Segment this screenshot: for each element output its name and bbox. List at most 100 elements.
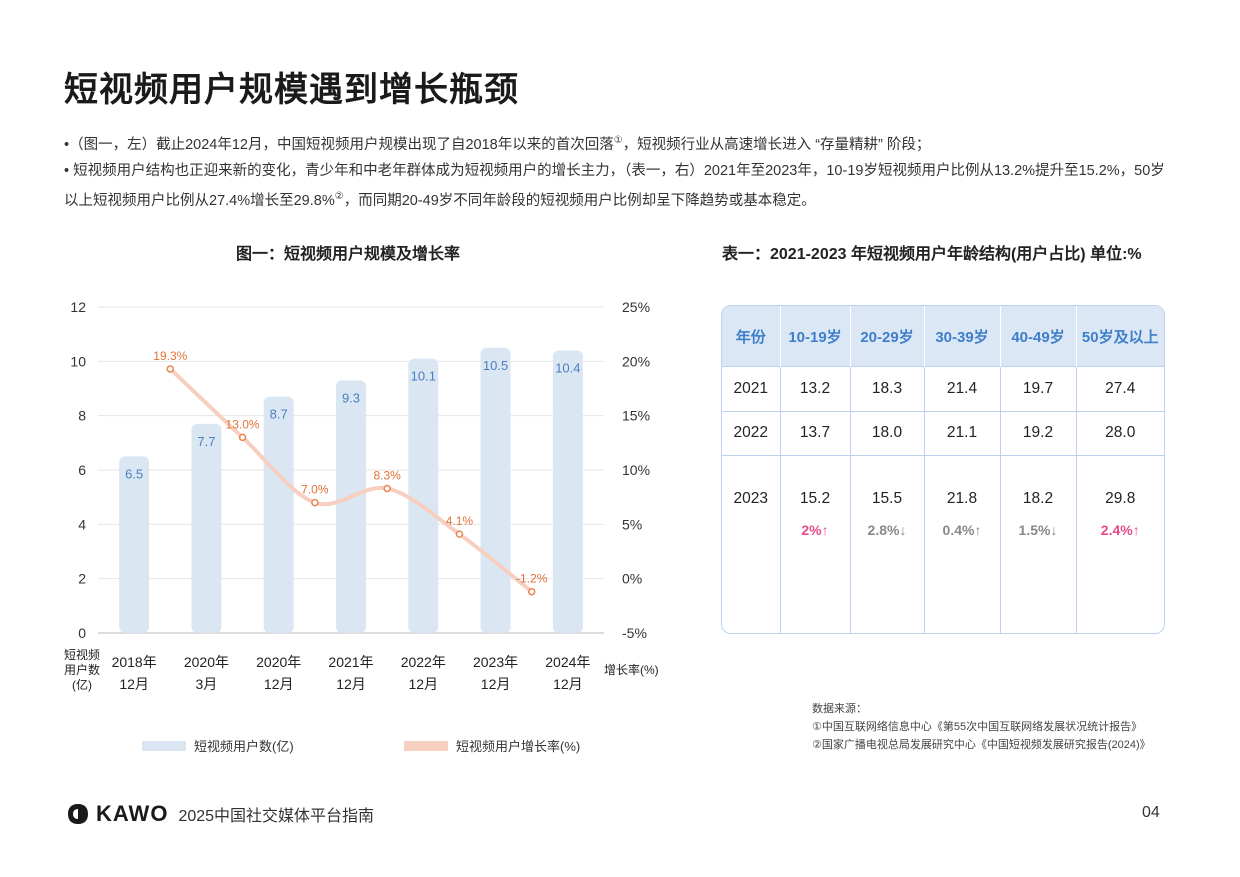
bar — [119, 456, 150, 633]
growth-value-label: 13.0% — [226, 417, 260, 431]
table-cell: 21.4 — [924, 366, 1001, 412]
change-value: 2% — [801, 522, 822, 539]
header-50-plus: 50岁及以上 — [1076, 306, 1164, 367]
table-cell: 18.0 — [850, 410, 925, 456]
x-tick-label: 12月 — [119, 676, 149, 692]
bar — [408, 358, 439, 633]
table-cell: 15.5 2.8%↓ — [850, 455, 925, 633]
x-tick-label: 2024年 — [545, 654, 590, 670]
cell-value: 15.5 — [871, 490, 903, 508]
table-cell: 21.8 0.4%↑ — [924, 455, 1001, 633]
x-tick-label: 2020年 — [256, 654, 301, 670]
bar — [336, 380, 366, 633]
growth-point — [527, 587, 536, 596]
source-1: ①中国互联网络信息中心《第55次中国互联网络发展状况统计报告》 — [812, 721, 1143, 733]
x-tick-label: 12月 — [408, 676, 438, 692]
table-cell: 29.8 2.4%↑ — [1076, 455, 1164, 633]
x-tick-label: 12月 — [481, 676, 511, 692]
growth-value-label: 8.3% — [373, 468, 401, 482]
change-50-plus: 2.4%↑ — [1078, 522, 1164, 538]
header-20-29: 20-29岁 — [850, 306, 925, 367]
bar-value-label: 8.7 — [270, 407, 288, 422]
y-tick-label: 8 — [78, 408, 86, 424]
y-axis-label: (亿) — [72, 677, 92, 692]
brand-name: KAWO — [96, 801, 169, 826]
kawo-logo-icon — [68, 804, 88, 824]
y-tick-label: 10 — [70, 353, 86, 369]
change-value: 0.4% — [942, 522, 975, 539]
bullet-2-text: • 短视频用户结构也正迎来新的变化，青少年和中老年群体成为短视频用户的增长主力，… — [64, 162, 1165, 209]
x-tick-label: 2020年 — [184, 654, 229, 670]
bar — [552, 350, 583, 633]
y-tick-label: 6 — [78, 462, 86, 478]
change-value: 2.8% — [867, 522, 900, 539]
bullet-1-footnote: ① — [613, 135, 623, 146]
intro-bullets: •（图一，左）截止2024年12月，中国短视频用户规模出现了自2018年以来的首… — [64, 128, 1174, 214]
y-tick-label: 2 — [78, 571, 86, 587]
x-tick-label: 2021年 — [328, 654, 373, 670]
y2-tick-label: -5% — [622, 625, 647, 641]
y-tick-label: 12 — [70, 299, 86, 315]
bar — [263, 396, 294, 633]
table-cell: 18.2 1.5%↓ — [1000, 455, 1077, 633]
y-axis-label: 短视频 — [64, 647, 100, 662]
data-sources: 数据来源： ①中国互联网络信息中心《第55次中国互联网络发展状况统计报告》 ②国… — [812, 700, 1151, 754]
x-tick-label: 2022年 — [401, 654, 446, 670]
table-title: 表一：2021-2023 年短视频用户年龄结构(用户占比) 单位:% — [722, 246, 1142, 263]
arrow-up-icon: ↑ — [821, 522, 829, 539]
footer-brand: KAWO 2025中国社交媒体平台指南 — [66, 801, 374, 827]
bullet-1-text: •（图一，左）截止2024年12月，中国短视频用户规模出现了自2018年以来的首… — [64, 136, 614, 153]
header-30-39: 30-39岁 — [924, 306, 1001, 367]
growth-point — [455, 530, 464, 538]
table-cell: 2022 — [722, 410, 781, 456]
table-cell: 18.3 — [850, 366, 925, 412]
bullet-2-footnote: ② — [334, 190, 344, 202]
x-tick-label: 2018年 — [112, 654, 157, 670]
header-year: 年份 — [722, 306, 781, 367]
x-tick-label: 12月 — [553, 676, 583, 692]
growth-point — [311, 498, 319, 507]
bar — [480, 347, 511, 633]
bar-value-label: 10.5 — [483, 358, 508, 373]
chart-title: 图一：短视频用户规模及增长率 — [236, 246, 461, 263]
change-10-19: 2%↑ — [782, 522, 849, 538]
change-20-29: 2.8%↓ — [852, 522, 923, 538]
change-40-49: 1.5%↓ — [1002, 522, 1075, 538]
table-cell: 15.2 2%↑ — [780, 455, 851, 633]
header-10-19: 10-19岁 — [780, 306, 851, 367]
growth-value-label: 19.3% — [153, 349, 187, 363]
growth-rate-line — [168, 366, 534, 594]
table-row: 2023 15.2 2%↑ 15.5 2.8%↓ 21.8 0.4%↑ 18.2 1.5… — [722, 455, 1164, 633]
arrow-up-icon: ↑ — [1132, 522, 1140, 539]
y-tick-label: 4 — [78, 516, 86, 532]
guide-title: 2025中国社交媒体平台指南 — [178, 808, 375, 825]
table-cell: 19.2 — [1000, 410, 1077, 456]
x-tick-label: 2023年 — [473, 654, 518, 670]
arrow-up-icon: ↑ — [974, 522, 982, 539]
growth-value-label: 4.1% — [446, 514, 474, 528]
growth-point — [166, 365, 175, 373]
x-tick-label: 12月 — [336, 676, 366, 692]
x-tick-label: 3月 — [196, 676, 218, 692]
bullet-2: • 短视频用户结构也正迎来新的变化，青少年和中老年群体成为短视频用户的增长主力，… — [64, 158, 1174, 214]
header-40-49: 40-49岁 — [1000, 306, 1077, 367]
table-cell: 13.7 — [780, 410, 851, 456]
bar-value-label: 7.7 — [197, 434, 215, 449]
bar-value-label: 10.1 — [411, 369, 436, 384]
table-row: 2022 13.7 18.0 21.1 19.2 28.0 — [722, 410, 1164, 456]
table-cell: 13.2 — [780, 366, 851, 412]
legend-bar-label: 短视频用户数(亿) — [194, 739, 294, 754]
change-value: 2.4% — [1100, 522, 1133, 539]
cell-value: 18.2 — [1022, 490, 1054, 508]
y2-axis-label: 增长率(%) — [604, 662, 659, 677]
y2-tick-label: 25% — [622, 299, 650, 315]
legend-line-swatch — [404, 740, 448, 751]
bar — [191, 423, 222, 633]
change-30-39: 0.4%↑ — [926, 522, 999, 538]
legend-line: 短视频用户增长率(%) — [404, 736, 580, 755]
arrow-down-icon: ↓ — [1050, 522, 1058, 539]
growth-value-label: 7.0% — [301, 483, 329, 497]
legend-line-label: 短视频用户增长率(%) — [456, 739, 581, 754]
bullet-2-rest: ，而同期20-49岁不同年龄段的短视频用户比例却呈下降趋势或基本稳定。 — [343, 192, 816, 209]
bar-value-label: 9.3 — [342, 390, 360, 405]
